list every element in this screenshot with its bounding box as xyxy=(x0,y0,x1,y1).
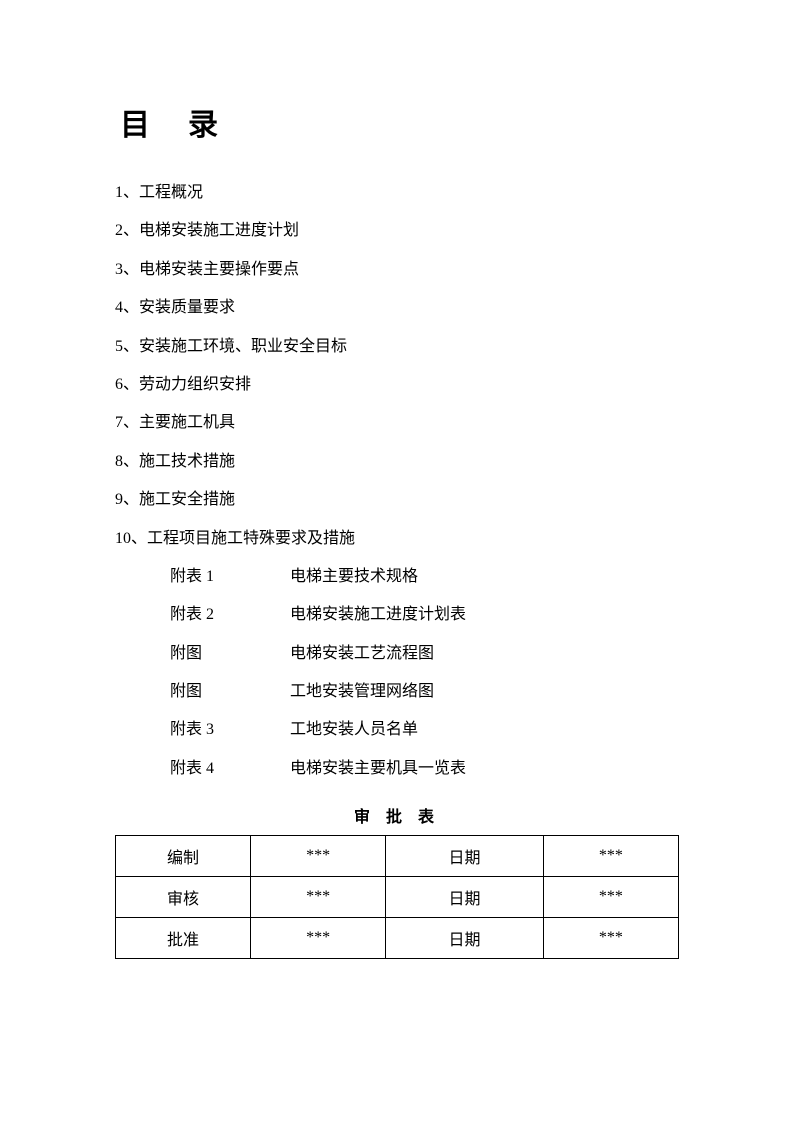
toc-item: 6、劳动力组织安排 xyxy=(115,366,679,404)
toc-item: 2、电梯安装施工进度计划 xyxy=(115,212,679,250)
table-cell-date: *** xyxy=(543,836,678,877)
appendix-label: 附表 1 xyxy=(170,558,290,596)
appendix-item: 附表 4 电梯安装主要机具一览表 xyxy=(170,750,679,788)
appendix-desc: 电梯主要技术规格 xyxy=(290,558,418,596)
toc-item: 9、施工安全措施 xyxy=(115,481,679,519)
page-title: 目录 xyxy=(120,100,679,144)
appendix-desc: 电梯安装工艺流程图 xyxy=(290,635,434,673)
toc-item: 8、施工技术措施 xyxy=(115,443,679,481)
table-cell-role: 批准 xyxy=(116,918,251,959)
appendix-label: 附表 3 xyxy=(170,711,290,749)
toc-item: 10、工程项目施工特殊要求及措施 xyxy=(115,520,679,558)
appendix-item: 附表 3 工地安装人员名单 xyxy=(170,711,679,749)
appendix-desc: 工地安装管理网络图 xyxy=(290,673,434,711)
toc-item: 5、安装施工环境、职业安全目标 xyxy=(115,328,679,366)
appendix-label: 附图 xyxy=(170,635,290,673)
toc-item: 7、主要施工机具 xyxy=(115,404,679,442)
toc-list: 1、工程概况 2、电梯安装施工进度计划 3、电梯安装主要操作要点 4、安装质量要… xyxy=(115,174,679,558)
appendix-desc: 工地安装人员名单 xyxy=(290,711,418,749)
approval-title: 审 批 表 xyxy=(115,803,679,827)
table-cell-name: *** xyxy=(251,918,386,959)
appendix-item: 附表 2 电梯安装施工进度计划表 xyxy=(170,596,679,634)
appendix-item: 附表 1 电梯主要技术规格 xyxy=(170,558,679,596)
toc-item: 3、电梯安装主要操作要点 xyxy=(115,251,679,289)
table-cell-datelabel: 日期 xyxy=(386,836,544,877)
toc-item: 4、安装质量要求 xyxy=(115,289,679,327)
appendix-desc: 电梯安装主要机具一览表 xyxy=(290,750,466,788)
appendix-label: 附表 4 xyxy=(170,750,290,788)
approval-table: 编制 *** 日期 *** 审核 *** 日期 *** 批准 *** 日期 **… xyxy=(115,835,679,959)
table-cell-datelabel: 日期 xyxy=(386,877,544,918)
appendix-item: 附图 电梯安装工艺流程图 xyxy=(170,635,679,673)
table-cell-role: 编制 xyxy=(116,836,251,877)
table-cell-datelabel: 日期 xyxy=(386,918,544,959)
table-row: 审核 *** 日期 *** xyxy=(116,877,679,918)
table-cell-date: *** xyxy=(543,877,678,918)
appendix-item: 附图 工地安装管理网络图 xyxy=(170,673,679,711)
table-row: 批准 *** 日期 *** xyxy=(116,918,679,959)
appendix-label: 附图 xyxy=(170,673,290,711)
appendix-list: 附表 1 电梯主要技术规格 附表 2 电梯安装施工进度计划表 附图 电梯安装工艺… xyxy=(115,558,679,788)
toc-item: 1、工程概况 xyxy=(115,174,679,212)
table-row: 编制 *** 日期 *** xyxy=(116,836,679,877)
table-cell-name: *** xyxy=(251,836,386,877)
table-cell-date: *** xyxy=(543,918,678,959)
table-cell-name: *** xyxy=(251,877,386,918)
table-cell-role: 审核 xyxy=(116,877,251,918)
appendix-desc: 电梯安装施工进度计划表 xyxy=(290,596,466,634)
appendix-label: 附表 2 xyxy=(170,596,290,634)
